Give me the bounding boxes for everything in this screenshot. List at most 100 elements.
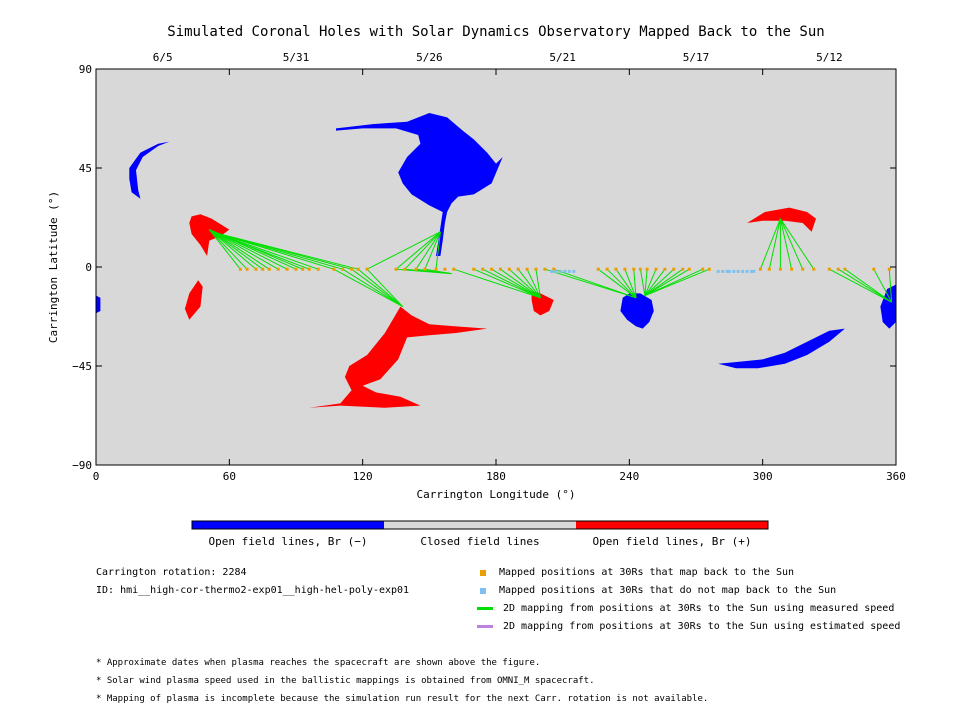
date-tick-label-5: 5/17 — [683, 51, 710, 64]
mapped-point-34 — [596, 267, 600, 271]
legend-mapped-swatch — [480, 569, 486, 576]
mapped-point-58 — [887, 267, 891, 271]
plot-area — [95, 68, 897, 466]
mapping-line-8-2 — [644, 269, 648, 296]
mapped-point-8 — [294, 267, 298, 271]
mapped-point-22 — [443, 267, 447, 271]
mapped-point-51 — [790, 267, 794, 271]
mapping-line-4-5 — [424, 231, 441, 270]
mapping-line-6-9 — [535, 269, 541, 298]
mapped-point-38 — [632, 267, 636, 271]
mapping-line-1-5 — [209, 229, 270, 270]
coronal-hole-negative-1 — [129, 141, 170, 199]
date-tick-label-6: 5/12 — [816, 51, 843, 64]
mapped-point-12 — [332, 267, 336, 271]
mapped-point-33 — [552, 267, 556, 271]
mapping-line-1-3 — [208, 229, 257, 270]
unmapped-point-7 — [716, 269, 720, 273]
mapping-line-8-9 — [644, 268, 710, 297]
mapping-line-3-1 — [333, 268, 403, 308]
coronal-holes — [96, 113, 896, 408]
mapping-line-3-5 — [366, 268, 404, 307]
mapping-line-3-3 — [351, 268, 403, 308]
mapping-line-2-6 — [211, 231, 359, 270]
unmapped-point-14 — [745, 269, 749, 273]
mapped-point-10 — [307, 267, 311, 271]
x-axis-label: Carrington Longitude (°) — [417, 488, 576, 501]
mapping-line-6-1 — [453, 268, 541, 299]
coronal-hole-positive-9 — [309, 306, 488, 408]
date-tick-label-3: 5/26 — [416, 51, 443, 64]
mapped-point-27 — [498, 267, 502, 271]
mapped-point-19 — [414, 267, 418, 271]
footnote-1: * Approximate dates when plasma reaches … — [96, 658, 541, 668]
mapping-line-8-3 — [644, 269, 657, 296]
mapping-line-10-5 — [888, 269, 893, 303]
mapped-point-15 — [356, 267, 360, 271]
x-tick-label-0: 0 — [93, 470, 100, 483]
mapping-line-8-4 — [644, 268, 666, 296]
mapped-point-1 — [238, 267, 242, 271]
mapping-line-1-1 — [208, 229, 241, 270]
mapped-point-36 — [614, 267, 618, 271]
mapping-line-4-6 — [435, 231, 441, 270]
mapped-point-11 — [316, 267, 320, 271]
axes: 0 60 120 180 240 300 360 90 45 0 −45 −90 6/5 5/31 5/26… — [72, 51, 906, 483]
mapping-line-9-6 — [779, 218, 815, 270]
date-tick-label-1: 6/5 — [153, 51, 173, 64]
mapped-point-52 — [801, 267, 805, 271]
carrington-rotation: Carrington rotation: 2284 — [96, 567, 247, 578]
mapping-line-8-7 — [644, 268, 690, 297]
mapping-line-6-2 — [473, 268, 541, 299]
unmapped-point-5 — [567, 269, 571, 273]
mapped-point-44 — [681, 267, 685, 271]
mapped-point-55 — [836, 267, 840, 271]
colorbar-closed — [384, 521, 576, 529]
y-tick-label-3: −45 — [72, 360, 92, 373]
unmapped-point-3 — [558, 269, 562, 273]
coronal-hole-positive-8 — [184, 280, 203, 320]
unmapped-point-1 — [550, 269, 554, 273]
mapping-line-6-7 — [517, 268, 541, 299]
mapped-point-30 — [525, 267, 529, 271]
mapping-line-6-4 — [491, 268, 541, 299]
mapped-points — [238, 267, 891, 271]
mapping-line-7-2 — [553, 268, 637, 299]
mapped-point-21 — [434, 267, 438, 271]
mapping-line-8-1 — [639, 269, 646, 296]
mapping-line-3-2 — [342, 268, 403, 308]
mapped-point-49 — [767, 267, 771, 271]
colorbar-negative — [192, 521, 384, 529]
x-tick-label-360: 360 — [886, 470, 906, 483]
mapping-line-4-3 — [404, 231, 441, 270]
model-id: ID: hmi__high-cor-thermo2-exp01__high-he… — [96, 585, 410, 596]
mapping-line-1-6 — [209, 229, 279, 270]
mapped-point-35 — [605, 267, 609, 271]
mapped-point-45 — [687, 267, 691, 271]
chart-title: Simulated Coronal Holes with Solar Dynam… — [167, 24, 824, 40]
unmapped-point-13 — [741, 269, 745, 273]
unmapped-point-6 — [572, 269, 576, 273]
mapped-point-54 — [827, 267, 831, 271]
coronal-hole-negative-6 — [96, 295, 101, 314]
mapped-point-42 — [663, 267, 667, 271]
mapped-point-57 — [872, 267, 876, 271]
unmapped-point-9 — [725, 269, 729, 273]
mapping-line-7-3 — [597, 268, 637, 299]
mapped-point-9 — [301, 267, 305, 271]
mapped-point-6 — [276, 267, 280, 271]
y-tick-label-1: 45 — [79, 162, 92, 175]
mapped-point-3 — [254, 267, 258, 271]
mapped-point-39 — [638, 267, 642, 271]
mapped-point-53 — [812, 267, 816, 271]
mapped-point-50 — [778, 267, 782, 271]
legend-measured-swatch — [477, 607, 493, 610]
colorbar-label-positive: Open field lines, Br (+) — [593, 535, 752, 548]
mapped-point-20 — [423, 267, 427, 271]
legend-estimated: 2D mapping from positions at 30Rs to the… — [477, 621, 900, 632]
mapping-line-2-2 — [211, 231, 319, 270]
x-tick-label-120: 120 — [353, 470, 373, 483]
mapped-point-17 — [394, 267, 398, 271]
mapping-line-9-5 — [779, 218, 804, 270]
